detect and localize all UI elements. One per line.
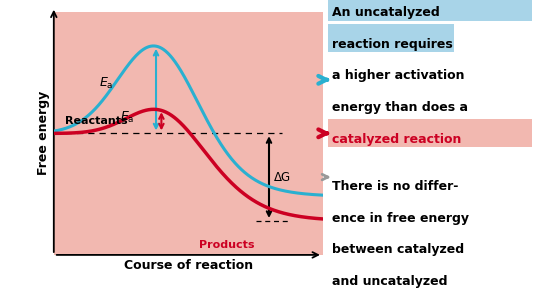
- Text: An uncatalyzed: An uncatalyzed: [332, 6, 440, 19]
- FancyBboxPatch shape: [328, 0, 532, 21]
- FancyBboxPatch shape: [328, 119, 532, 147]
- Text: Products: Products: [199, 240, 254, 250]
- X-axis label: Course of reaction: Course of reaction: [124, 259, 253, 272]
- Text: Reactants: Reactants: [65, 116, 127, 126]
- Text: ence in free energy: ence in free energy: [332, 212, 469, 225]
- Text: There is no differ-: There is no differ-: [332, 180, 459, 193]
- Text: a higher activation: a higher activation: [332, 69, 465, 82]
- Text: reaction requires: reaction requires: [332, 38, 453, 51]
- Y-axis label: Free energy: Free energy: [37, 91, 49, 176]
- Text: between catalyzed: between catalyzed: [332, 243, 464, 256]
- Text: catalyzed reaction: catalyzed reaction: [332, 133, 462, 146]
- Text: and uncatalyzed: and uncatalyzed: [332, 275, 448, 288]
- FancyBboxPatch shape: [328, 24, 454, 52]
- Text: ΔG: ΔG: [274, 171, 292, 184]
- Text: energy than does a: energy than does a: [332, 101, 469, 114]
- Text: $E_\mathrm{a}$: $E_\mathrm{a}$: [120, 110, 134, 125]
- Text: $E_\mathrm{a}$: $E_\mathrm{a}$: [98, 76, 113, 91]
